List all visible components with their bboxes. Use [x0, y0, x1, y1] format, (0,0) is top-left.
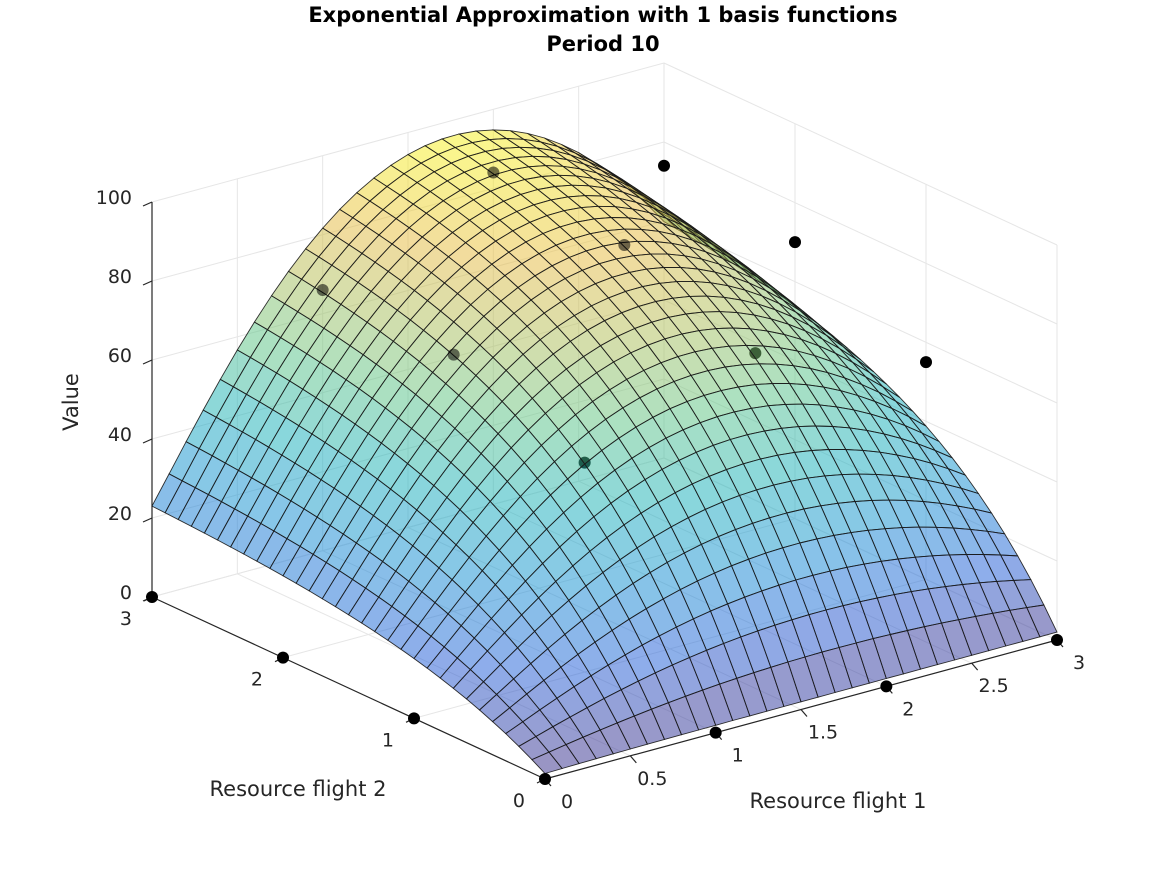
x-tick-mark — [971, 662, 979, 671]
z-axis-label: Value — [59, 373, 83, 431]
z-tick-label: 40 — [108, 424, 132, 446]
wall-gridline — [663, 141, 1058, 325]
scatter-front-layer — [316, 166, 1063, 785]
x-tick-label: 2 — [902, 698, 914, 720]
x-tick-label: 1 — [732, 745, 744, 767]
z-tick-label: 100 — [96, 187, 132, 209]
scatter-point — [880, 680, 893, 693]
scatter-point — [277, 651, 289, 664]
chart-subtitle: Period 10 — [546, 32, 659, 56]
z-tick-label: 0 — [120, 582, 132, 604]
y-tick-label: 1 — [382, 729, 394, 751]
x-axis-label: Resource flight 1 — [750, 789, 927, 813]
scatter-point — [539, 773, 551, 785]
text-layer: Exponential Approximation with 1 basis f… — [59, 3, 1085, 813]
z-tick-label: 20 — [108, 503, 132, 525]
chart-title: Exponential Approximation with 1 basis f… — [308, 3, 897, 27]
y-tick-label: 2 — [251, 669, 263, 691]
scatter-point — [487, 166, 500, 179]
scatter-point — [789, 236, 801, 249]
z-tick-label: 60 — [108, 345, 132, 367]
y-tick-label: 0 — [513, 790, 525, 812]
scatter-point — [447, 348, 460, 361]
scatter-point — [1051, 634, 1063, 646]
z-tick-mark — [142, 517, 153, 523]
wall-gridline — [151, 62, 665, 203]
scatter-point — [146, 591, 158, 603]
x-tick-label: 0.5 — [637, 768, 667, 790]
axes-layer — [142, 201, 1064, 787]
scatter-point — [316, 283, 329, 296]
x-tick-label: 3 — [1073, 652, 1085, 674]
z-tick-mark — [142, 201, 153, 207]
y-axis-line — [151, 596, 546, 780]
scatter-point — [618, 239, 631, 252]
x-tick-label: 0 — [561, 791, 573, 813]
surface-patch — [531, 751, 563, 775]
wall-gridline — [663, 220, 1058, 404]
scatter-point — [709, 726, 722, 739]
scatter-point — [408, 712, 420, 725]
z-tick-mark — [142, 280, 153, 286]
x-tick-mark — [800, 709, 808, 717]
scatter-point — [658, 159, 670, 172]
z-tick-label: 80 — [108, 266, 132, 288]
x-tick-mark — [629, 755, 637, 764]
surface-layer — [151, 129, 1058, 775]
x-tick-label: 2.5 — [979, 675, 1009, 697]
scatter-point — [920, 356, 932, 369]
z-tick-mark — [142, 438, 153, 444]
z-tick-mark — [142, 359, 153, 365]
wall-gridline — [663, 62, 1058, 246]
y-tick-label: 3 — [120, 608, 132, 630]
y-axis-label: Resource flight 2 — [210, 777, 387, 801]
x-tick-label: 1.5 — [808, 722, 838, 744]
